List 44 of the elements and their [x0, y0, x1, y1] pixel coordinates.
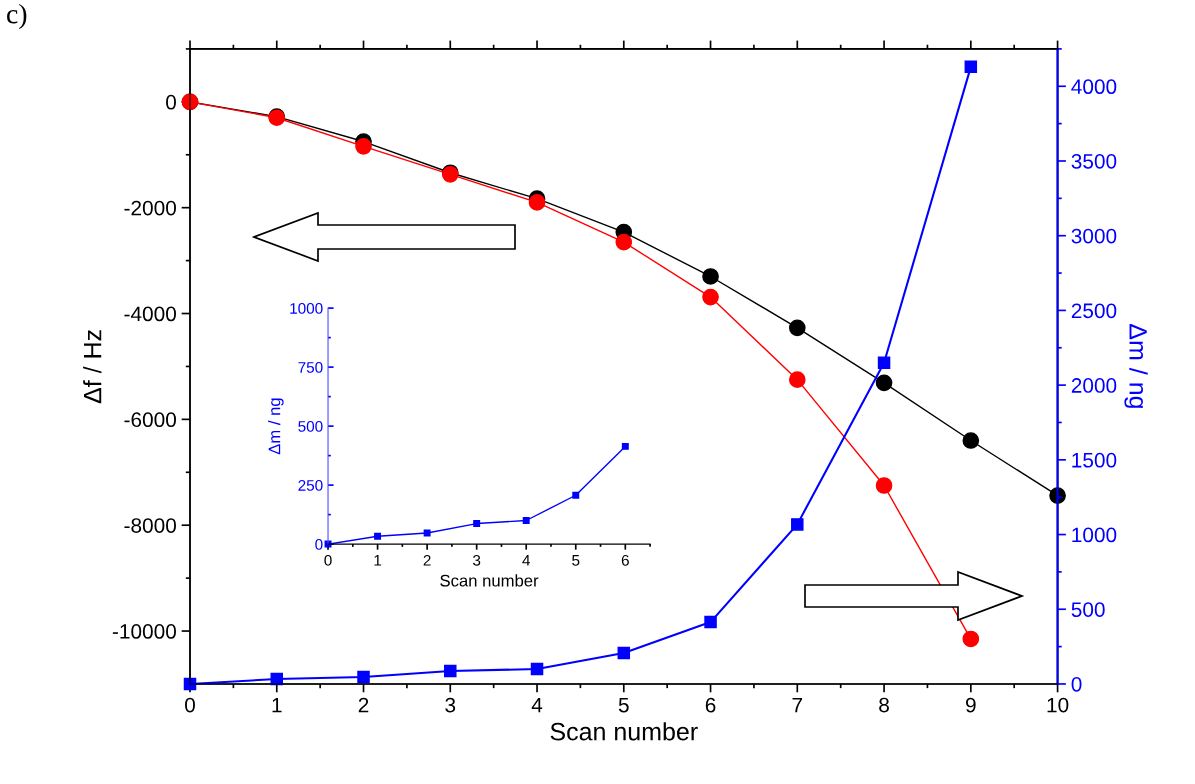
x-tick-label: 3 [445, 697, 456, 713]
y-tick-label: -4000 [124, 306, 176, 322]
y2-tick-label: 3500 [1071, 153, 1117, 169]
x-tick-label: 2 [423, 554, 431, 566]
y-tick-label: 1000 [290, 302, 323, 314]
x-tick-label: 1 [272, 697, 282, 713]
y-tick-label: 750 [298, 361, 323, 373]
x-axis-title: Scan number [440, 574, 539, 587]
x-tick-label: 0 [324, 554, 332, 566]
y-tick-label: 250 [298, 479, 323, 491]
x-tick-label: 4 [522, 555, 531, 566]
x-axis-title: Scan number [550, 722, 698, 741]
x-tick-label: 0 [185, 697, 195, 713]
y-tick-label: -10000 [112, 624, 176, 639]
x-tick-label: 10 [1047, 697, 1069, 713]
x-tick-label: 6 [621, 554, 629, 566]
y2-tick-label: 500 [1071, 602, 1105, 617]
x-tick-label: 4 [531, 697, 543, 713]
x-tick-label: 2 [358, 697, 369, 713]
y-tick-label: 500 [298, 420, 323, 432]
y2-axis-title: Δm / ng [1124, 324, 1148, 408]
y2-tick-label: 0 [1071, 676, 1082, 692]
x-tick-label: 9 [966, 697, 976, 713]
y2-tick-label: 1000 [1072, 527, 1117, 543]
x-tick-label: 7 [792, 697, 803, 713]
x-tick-label: 5 [572, 555, 580, 566]
x-tick-label: 1 [374, 555, 382, 566]
x-tick-label: 8 [879, 697, 889, 713]
x-tick-label: 3 [473, 554, 481, 566]
y-tick-label: 0 [315, 538, 323, 550]
y2-tick-label: 1500 [1072, 452, 1117, 468]
y2-tick-label: 3000 [1071, 228, 1117, 244]
y-tick-label: -2000 [124, 200, 176, 216]
y-tick-label: -6000 [124, 412, 176, 428]
y2-tick-label: 4000 [1071, 79, 1117, 95]
y-axis-title: Δm / ng [268, 398, 284, 455]
x-tick-label: 5 [618, 697, 629, 713]
y2-tick-label: 2500 [1071, 303, 1117, 319]
x-tick-label: 6 [705, 697, 716, 713]
y-axis-title: Δf / Hz [83, 330, 102, 404]
y-tick-label: 0 [166, 94, 176, 110]
text: c) [7, 3, 27, 30]
y-tick-label: -8000 [124, 518, 176, 533]
y2-tick-label: 2000 [1071, 378, 1117, 393]
